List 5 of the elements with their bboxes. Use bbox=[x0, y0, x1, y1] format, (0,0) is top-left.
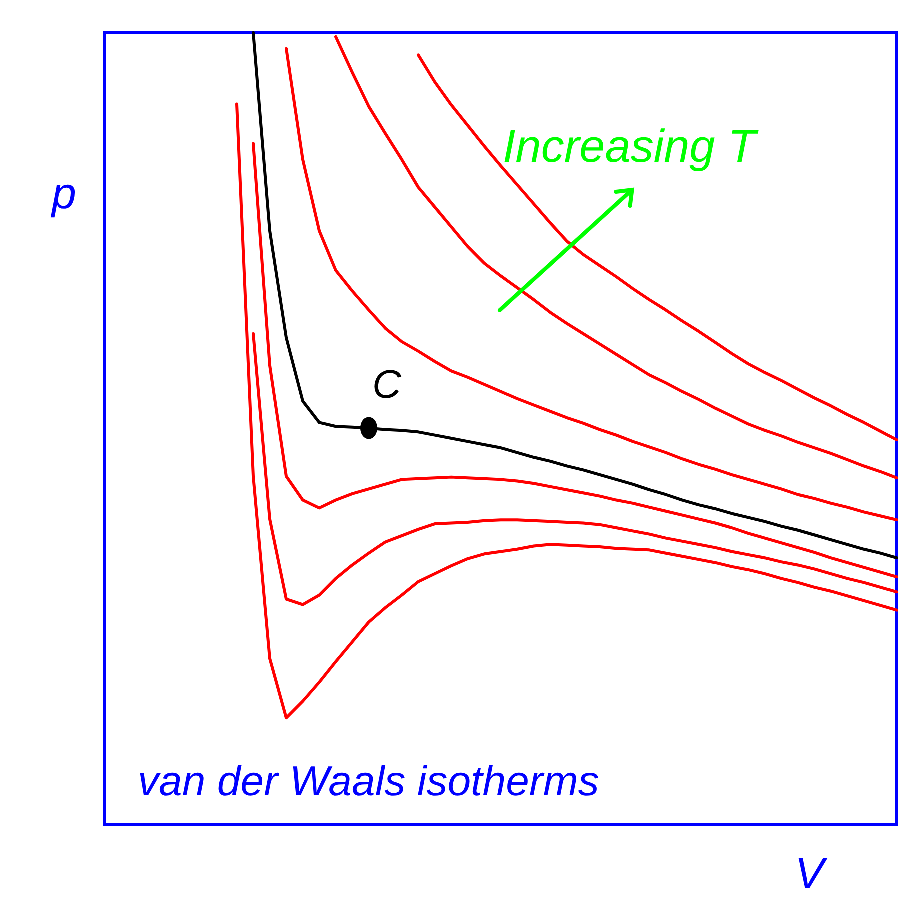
y-axis-title: p bbox=[50, 170, 76, 218]
annotation: Increasing T bbox=[503, 120, 760, 172]
x-axis-title: V bbox=[795, 850, 828, 898]
annotation: C bbox=[372, 363, 402, 408]
text: van der Waals isotherms bbox=[138, 758, 600, 804]
